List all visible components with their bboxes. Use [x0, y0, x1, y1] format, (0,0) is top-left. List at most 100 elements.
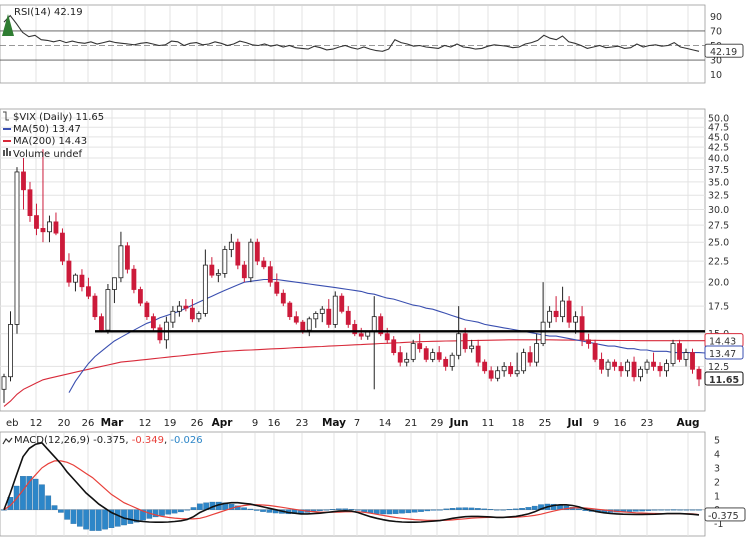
candle-body [560, 300, 566, 318]
candle-body [144, 302, 150, 318]
macd-hist-bar [475, 508, 481, 510]
price-badge-value: 13.47 [709, 349, 736, 360]
price-tick-label: 22.5 [708, 257, 729, 268]
candle-body [664, 363, 669, 372]
candle-body [644, 361, 650, 370]
x-tick-label: 20 [58, 418, 71, 429]
candle-body [118, 245, 124, 279]
candle-body [430, 352, 436, 360]
candle-body [443, 358, 449, 367]
macd-hist-bar [266, 509, 273, 513]
macd-hist-bar [430, 509, 437, 511]
price-tick-label: 27.5 [708, 221, 729, 232]
candle-body [222, 249, 228, 274]
macd-chart-icon [2, 437, 13, 445]
candle-body [196, 313, 202, 320]
candle-body [241, 264, 247, 279]
candle-body [501, 365, 507, 372]
price-badge-box [704, 371, 744, 386]
macd-hist-bar [481, 508, 488, 510]
macd-hist-bar [64, 509, 71, 520]
candle-body [157, 327, 163, 341]
macd-hist-bar [639, 509, 645, 512]
candle-body [137, 289, 143, 304]
macd-hist-bar [127, 509, 134, 524]
candle-body [586, 339, 591, 344]
candle-body [397, 352, 403, 363]
candle-body [228, 241, 234, 250]
macd-hist-bar [632, 509, 639, 512]
macd-hist-bar [83, 509, 89, 530]
macd-hist-bar [670, 509, 677, 511]
candle-body [657, 365, 663, 372]
x-tick-label: 7 [354, 418, 360, 429]
macd-hist-bar [260, 509, 266, 512]
volume-icon [3, 148, 11, 156]
rsi-tick-label: 10 [710, 70, 722, 81]
candle-body [339, 295, 345, 312]
candle-body [248, 241, 254, 279]
macd-hist-bar [411, 509, 418, 513]
macd-hist-bar [89, 509, 96, 531]
rsi-tick-label: 30 [710, 56, 722, 67]
macd-hist-bar [443, 508, 450, 510]
x-tick-label: 29 [431, 418, 444, 429]
x-tick-label: 26 [191, 418, 204, 429]
x-tick-label: 11 [482, 418, 495, 429]
candle-body [599, 358, 604, 370]
candle-body [105, 289, 111, 331]
x-tick-label: 14 [379, 418, 392, 429]
candle-body [53, 221, 59, 234]
candle-body [404, 358, 410, 363]
x-tick-label: Jul [567, 417, 583, 429]
candle-body [280, 292, 286, 304]
candle-body [112, 277, 117, 290]
candle-body [378, 316, 384, 335]
price-tick-label: 17.5 [708, 302, 729, 313]
macd-hist-bar [576, 508, 582, 510]
macd-hist-bar [493, 509, 500, 511]
macd-hist-bar [171, 509, 178, 514]
candle-body [488, 370, 494, 379]
candle-body [651, 361, 656, 367]
signal-value: -0.349 [132, 435, 164, 446]
macd-hist-bar [165, 509, 172, 515]
macd-hist-bar [45, 495, 52, 510]
candle-body [423, 348, 429, 360]
macd-tick-label: 3 [714, 463, 720, 474]
candle-body [605, 361, 611, 370]
price-badge-value: 11.65 [709, 375, 739, 386]
macd-badge-value: -0.375 [708, 511, 739, 522]
macd-hist-bar [373, 509, 380, 514]
candle-body [521, 352, 527, 372]
macd-hist-bar [380, 509, 386, 515]
candle-body [73, 274, 78, 283]
macd-hist-bar [500, 509, 506, 511]
macd-hist-bar [317, 509, 323, 511]
candle-body [534, 343, 540, 363]
rsi-title: RSI(14) 42.19 [14, 7, 83, 18]
price-badge-value: 14.43 [709, 337, 736, 348]
candle-body [592, 343, 598, 360]
price-panel: 50.047.545.042.540.037.535.0 32.5 30.0 27.5… [0, 108, 744, 412]
x-tick-label: 23 [641, 418, 654, 429]
macd-hist-bar [664, 509, 671, 511]
macd-badge-box [704, 507, 746, 522]
candle-body [436, 352, 442, 360]
x-tick-label: May [322, 417, 346, 429]
macd-hist-bar [456, 507, 462, 510]
macd-hist-bar [696, 509, 702, 511]
macd-hist-bar [7, 497, 14, 510]
rsi-frame [0, 4, 706, 84]
macd-hist-bar [241, 507, 247, 510]
x-tick-label: 12 [139, 418, 152, 429]
ma200-legend: MA(200) 14.43 [13, 136, 87, 147]
rsi-lines [0, 14, 705, 61]
price-grid [0, 110, 705, 410]
candle-body [326, 308, 332, 325]
macd-label: MACD(12,26,9) -0.375, -0.349, -0.026 [14, 435, 203, 446]
macd-line [3, 441, 700, 524]
price-tick-label: 47.5 [708, 123, 729, 134]
x-tick-label: 16 [614, 418, 627, 429]
